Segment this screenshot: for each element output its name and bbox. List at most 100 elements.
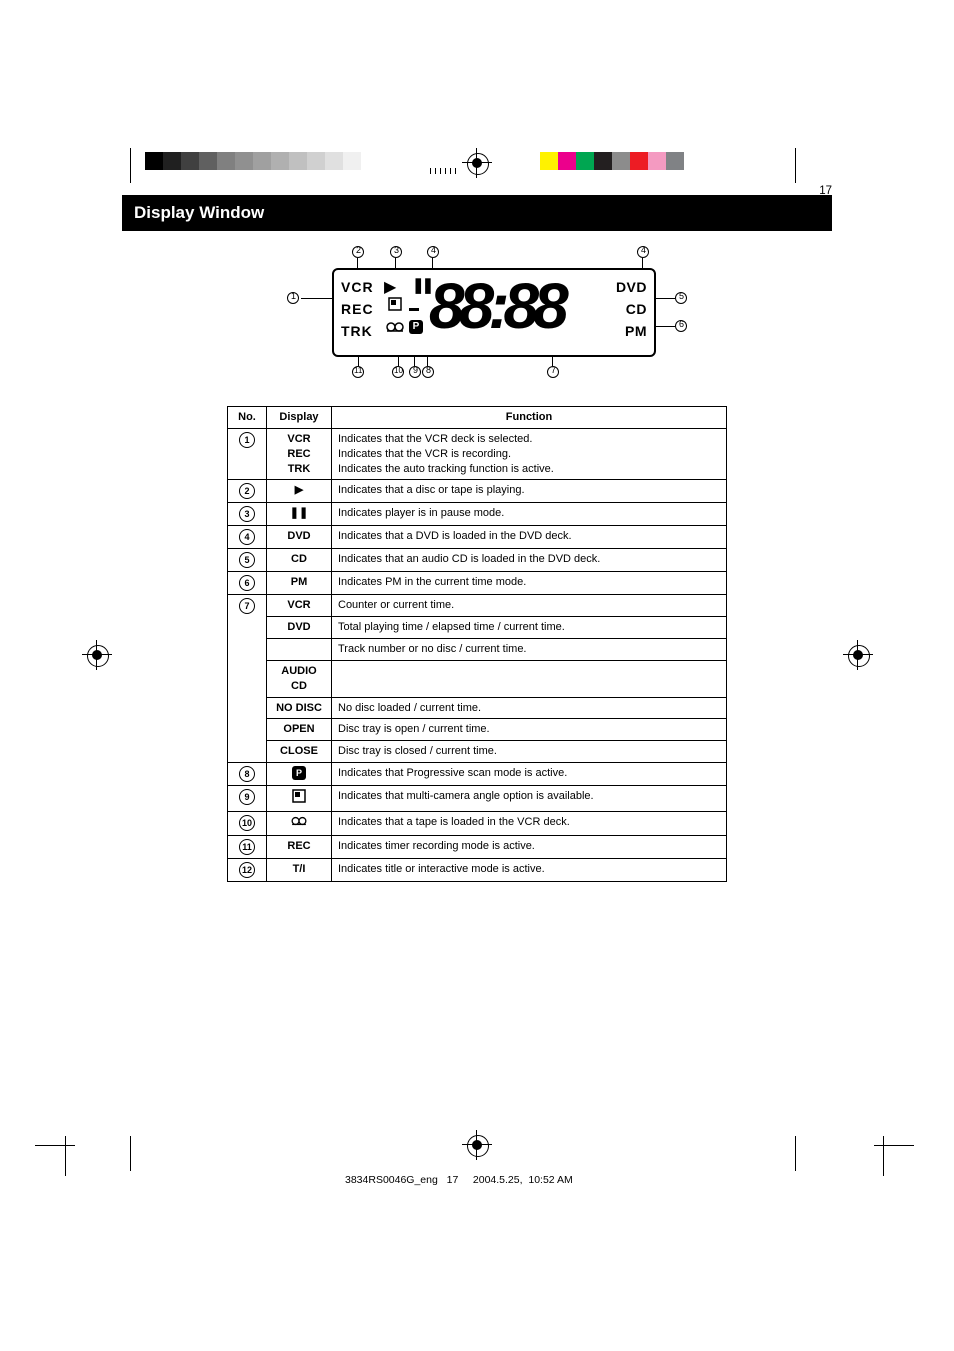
row-function: Track number or no disc / current time.	[332, 639, 727, 661]
footnote-time: 10:52 AM	[528, 1174, 572, 1186]
row-function: Counter or current time.	[332, 595, 727, 617]
table-row: DVDTotal playing time / elapsed time / c…	[228, 617, 727, 639]
section-title: Display Window	[122, 195, 832, 231]
registration-mark-bottom	[462, 1130, 492, 1160]
calibration-color-strip	[540, 152, 702, 170]
calibration-gray-strip	[145, 152, 379, 170]
leader-1: 1	[287, 292, 299, 305]
page-number: 17	[819, 185, 832, 197]
row-display: AUDIO CD	[267, 660, 332, 697]
progressive-icon: P	[409, 320, 423, 334]
table-row: 1VCR REC TRKIndicates that the VCR deck …	[228, 428, 727, 480]
row-display: VCR REC TRK	[267, 428, 332, 480]
row-number: 7	[228, 595, 267, 763]
play-icon: ▶	[384, 277, 396, 297]
row-display: ▶	[267, 480, 332, 503]
row-display: T/I	[267, 858, 332, 881]
row-function: Indicates that multi-camera angle option…	[332, 786, 727, 812]
row-number: 11	[228, 835, 267, 858]
row-display: DVD	[267, 526, 332, 549]
leader-10: 10	[392, 366, 404, 379]
display-window-figure: 1 2 3 4 4 5 6 7 8 9 10 11	[257, 246, 697, 401]
row-function: Indicates that Progressive scan mode is …	[332, 763, 727, 786]
tape-icon	[386, 320, 404, 334]
crop-rule	[795, 148, 796, 183]
crop-rule	[130, 148, 131, 183]
registration-ticks	[430, 168, 456, 174]
row-number: 5	[228, 549, 267, 572]
lcd-display-box: VCR REC TRK ▶ ❚❚ ▬ P 88:88 DVD CD PM	[332, 268, 656, 357]
ti-icon: ▬	[409, 303, 419, 314]
table-row: 11RECIndicates timer recording mode is a…	[228, 835, 727, 858]
angle-icon	[388, 297, 402, 311]
crop-rule	[795, 1136, 796, 1171]
row-display: ❚❚	[267, 503, 332, 526]
row-function: Indicates that a tape is loaded in the V…	[332, 811, 727, 835]
table-row: 7VCRCounter or current time.	[228, 595, 727, 617]
footnote-file: 3834RS0046G_eng	[345, 1174, 438, 1186]
row-display: VCR	[267, 595, 332, 617]
row-function: Disc tray is closed / current time.	[332, 741, 727, 763]
row-number: 6	[228, 572, 267, 595]
row-function: Total playing time / elapsed time / curr…	[332, 617, 727, 639]
table-row: 5CDIndicates that an audio CD is loaded …	[228, 549, 727, 572]
registration-mark-top	[462, 148, 492, 178]
footnote-date: 2004.5.25	[473, 1174, 520, 1186]
table-row: 6PMIndicates PM in the current time mode…	[228, 572, 727, 595]
crop-rule	[130, 1136, 131, 1171]
crop-tick-bottom-left	[35, 1116, 95, 1176]
col-header-function: Function	[332, 407, 727, 429]
row-number: 1	[228, 428, 267, 480]
table-row: 2▶Indicates that a disc or tape is playi…	[228, 480, 727, 503]
row-number: 4	[228, 526, 267, 549]
leader-8: 8	[422, 366, 434, 379]
row-function: Indicates timer recording mode is active…	[332, 835, 727, 858]
table-row: OPENDisc tray is open / current time.	[228, 719, 727, 741]
crop-tick-bottom-right	[854, 1116, 914, 1176]
leader-2: 2	[352, 246, 364, 259]
row-function: Disc tray is open / current time.	[332, 719, 727, 741]
leader-9: 9	[409, 366, 421, 379]
row-display	[267, 786, 332, 812]
table-row: NO DISCNo disc loaded / current time.	[228, 697, 727, 719]
row-display: CD	[267, 549, 332, 572]
lcd-right-labels: DVD CD PM	[616, 276, 647, 342]
row-number: 12	[228, 858, 267, 881]
row-display: CLOSE	[267, 741, 332, 763]
row-display: PM	[267, 572, 332, 595]
table-row: 10 Indicates that a tape is loaded in the…	[228, 811, 727, 835]
row-display	[267, 811, 332, 835]
row-function: Indicates player is in pause mode.	[332, 503, 727, 526]
row-display: REC	[267, 835, 332, 858]
indicator-table: No. Display Function 1VCR REC TRKIndicat…	[227, 406, 727, 882]
leader-11: 11	[352, 366, 364, 379]
row-function: No disc loaded / current time.	[332, 697, 727, 719]
table-row: 12T/IIndicates title or interactive mode…	[228, 858, 727, 881]
page-root: 17 Display Window 1 2 3 4 4 5 6 7	[0, 0, 954, 1351]
col-header-display: Display	[267, 407, 332, 429]
table-row: 4DVDIndicates that a DVD is loaded in th…	[228, 526, 727, 549]
row-function: Indicates that a DVD is loaded in the DV…	[332, 526, 727, 549]
leader-6: 6	[675, 320, 687, 333]
table-row: Track number or no disc / current time.	[228, 639, 727, 661]
row-number: 10	[228, 811, 267, 835]
print-footnote: 3834RS0046G_eng 17 2004.5.25, 10:52 AM	[345, 1174, 573, 1186]
table-row: 3❚❚Indicates player is in pause mode.	[228, 503, 727, 526]
row-function	[332, 660, 727, 697]
row-display: DVD	[267, 617, 332, 639]
row-display	[267, 639, 332, 661]
row-function: Indicates that an audio CD is loaded in …	[332, 549, 727, 572]
leader-3: 3	[390, 246, 402, 259]
row-display: OPEN	[267, 719, 332, 741]
row-number: 9	[228, 786, 267, 812]
row-function: Indicates that a disc or tape is playing…	[332, 480, 727, 503]
row-function: Indicates PM in the current time mode.	[332, 572, 727, 595]
registration-mark-right	[843, 640, 873, 670]
row-number: 8	[228, 763, 267, 786]
leader-4: 4	[427, 246, 439, 259]
seven-segment-digits: 88:88	[429, 274, 563, 338]
table-row: 9 Indicates that multi-camera angle optio…	[228, 786, 727, 812]
table-row: CLOSEDisc tray is closed / current time.	[228, 741, 727, 763]
row-number: 2	[228, 480, 267, 503]
table-row: 8PIndicates that Progressive scan mode i…	[228, 763, 727, 786]
